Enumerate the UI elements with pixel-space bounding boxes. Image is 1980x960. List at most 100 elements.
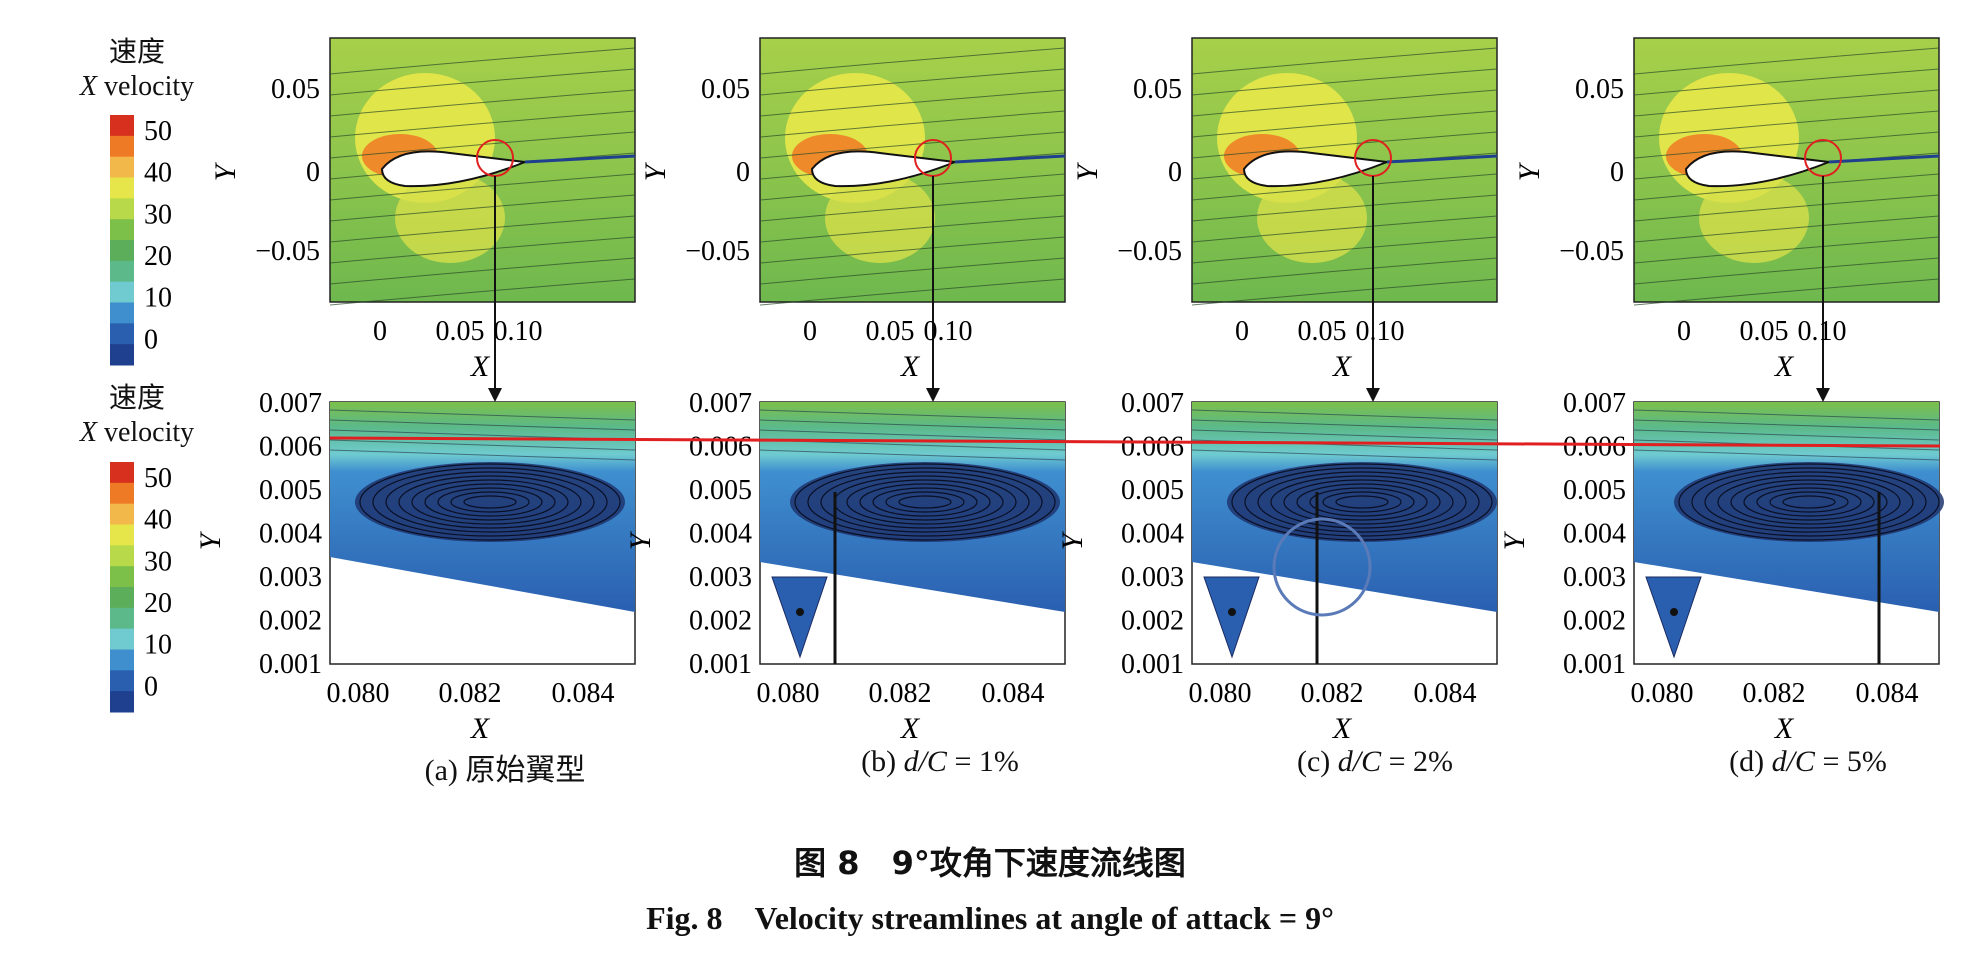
- vortex-streamline: [1283, 479, 1441, 525]
- streamline: [759, 236, 1066, 264]
- bottom-y-tick-label: 0.007: [689, 388, 752, 419]
- colorbar-segment: [110, 260, 134, 283]
- streamline: [1191, 278, 1498, 306]
- streamline: [1633, 257, 1940, 285]
- streamline: [1633, 173, 1940, 201]
- vortex-streamline: [846, 479, 1004, 525]
- streamline: [759, 409, 1066, 421]
- streamline: [1633, 419, 1940, 431]
- streamline: [1191, 409, 1498, 421]
- top-x-axis-label: X: [1332, 350, 1353, 383]
- wake-line: [524, 154, 636, 164]
- streamline: [759, 215, 1066, 243]
- streamline: [329, 194, 636, 222]
- streamline: [1633, 194, 1940, 222]
- bottom-x-axis-label: X: [1332, 712, 1353, 745]
- vortex-streamline: [1769, 491, 1849, 513]
- bottom-y-tick-label: 0.003: [1563, 562, 1626, 593]
- top-y-tick-label: 0.05: [701, 74, 750, 105]
- streamline: [1191, 194, 1498, 222]
- streamline: [1191, 47, 1498, 75]
- streamline: [1633, 236, 1940, 264]
- vortex-streamline: [372, 467, 608, 537]
- inset-triangle: [771, 576, 828, 659]
- bottom-x-tick-label: 0.080: [757, 678, 820, 709]
- recirculation-vortex: [790, 462, 1060, 542]
- streamline: [1633, 429, 1940, 441]
- streamline: [1191, 419, 1498, 431]
- colorbar-segment: [110, 115, 134, 137]
- vortex-streamline: [885, 491, 965, 513]
- top-x-tick-label: 0.10: [924, 316, 973, 347]
- lower-velocity-region: [825, 173, 935, 263]
- legend-title-en-2: X velocity: [79, 417, 195, 448]
- vortex-streamline: [1730, 479, 1888, 525]
- streamline: [1633, 409, 1940, 421]
- streamline: [1191, 449, 1498, 461]
- colorbar-tick-label: 40: [144, 505, 172, 536]
- vortex-streamline: [1704, 471, 1914, 533]
- top-x-tick-label: 0.10: [494, 316, 543, 347]
- streamline: [1633, 449, 1940, 461]
- colorbar-segment: [110, 344, 134, 366]
- airfoil: [1242, 150, 1388, 188]
- streamline: [329, 47, 636, 75]
- streamline: [1633, 68, 1940, 96]
- streamline: [759, 131, 1066, 159]
- zoom-arrow-head: [926, 388, 940, 402]
- colorbar-segment: [110, 135, 134, 158]
- bottom-panel-a: 0.007 0.006 0.005 0.004 0.003 0.002 0.0010.080…: [194, 388, 636, 745]
- top-y-tick-label: −0.05: [1117, 236, 1182, 267]
- bottom-y-tick-label: 0.006: [689, 432, 752, 463]
- streamline: [1191, 131, 1498, 159]
- legend-title-en: X velocity: [79, 71, 195, 102]
- bottom-x-tick-label: 0.084: [1414, 678, 1477, 709]
- bottom-x-tick-label: 0.084: [1856, 678, 1919, 709]
- airfoil: [810, 150, 956, 188]
- colorbar-segment: [110, 323, 134, 345]
- bottom-y-tick-label: 0.007: [1563, 388, 1626, 419]
- zoom-arrow-head: [1816, 388, 1830, 402]
- top-y-tick-label: 0: [736, 157, 750, 188]
- colorbar-tick-label: 20: [144, 588, 172, 619]
- top-x-axis-label: X: [1774, 350, 1795, 383]
- bottom-x-tick-label: 0.080: [1631, 678, 1694, 709]
- colorbar-segment: [110, 156, 134, 178]
- streamline: [329, 409, 636, 421]
- bottom-y-tick-label: 0.002: [1563, 606, 1626, 637]
- streamline: [1633, 278, 1940, 306]
- streamline: [329, 68, 636, 96]
- bottom-x-tick-label: 0.082: [869, 678, 932, 709]
- streamline: [329, 89, 636, 117]
- bottom-y-tick-label: 0.005: [689, 475, 752, 506]
- bottom-y-tick-label: 0.001: [1121, 649, 1184, 680]
- streamline: [759, 89, 1066, 117]
- wake-line: [1828, 154, 1940, 164]
- vortex-streamline: [450, 491, 530, 513]
- bottom-y-tick-label: 0.004: [259, 519, 322, 550]
- colorbar-tick-label: 50: [144, 463, 172, 494]
- bottom-y-tick-label: 0.005: [1121, 475, 1184, 506]
- vortex-streamline: [1717, 475, 1901, 529]
- streamline: [759, 278, 1066, 306]
- streamline: [329, 110, 636, 138]
- caption-b: (b) d/C = 1%: [861, 745, 1019, 778]
- figure-title-cn: 图 8 9°攻角下速度流线图: [794, 844, 1186, 882]
- top-panel-c: 0.05 0 −0.05 0 0.05 0.10X Y: [1071, 37, 1498, 402]
- bottom-panel-b: 0.007 0.006 0.005 0.004 0.003 0.002 0.0010.080…: [624, 388, 1066, 745]
- colorbar-tick-label: 30: [144, 546, 172, 577]
- streamline: [1191, 89, 1498, 117]
- top-y-axis-label: Y: [1513, 161, 1546, 181]
- bottom-x-tick-label: 0.080: [327, 678, 390, 709]
- streamline: [1191, 215, 1498, 243]
- bottom-x-tick-label: 0.082: [439, 678, 502, 709]
- bottom-x-tick-label: 0.082: [1301, 678, 1364, 709]
- bottom-y-tick-label: 0.001: [689, 649, 752, 680]
- bottom-y-tick-label: 0.001: [259, 649, 322, 680]
- streamline: [1191, 429, 1498, 441]
- airfoil: [380, 150, 526, 188]
- vortex-streamline: [1691, 467, 1927, 537]
- bottom-y-tick-label: 0.004: [689, 519, 752, 550]
- reference-line: [329, 436, 1941, 448]
- recirculation-vortex: [1674, 462, 1944, 542]
